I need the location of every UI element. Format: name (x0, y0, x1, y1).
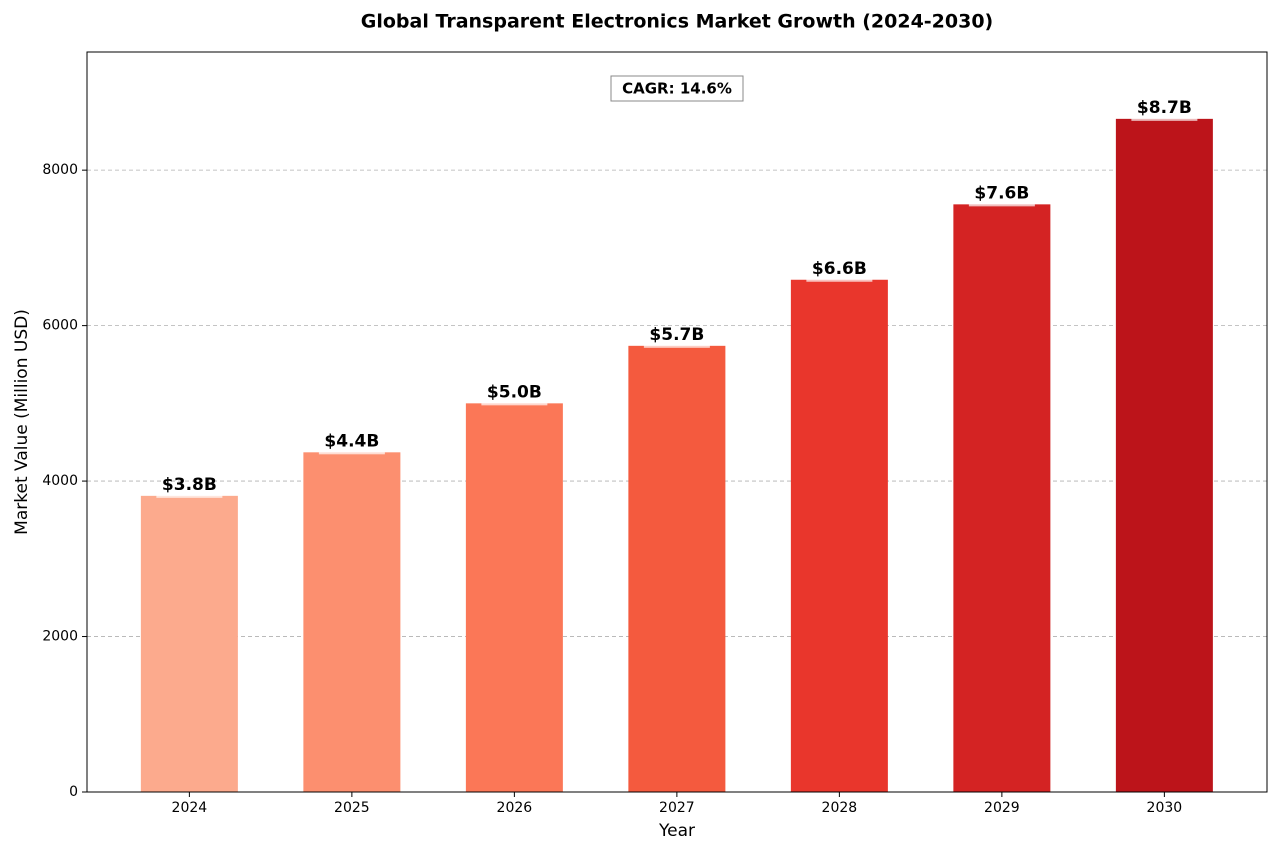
bar (465, 403, 563, 792)
y-tick-label: 6000 (42, 318, 78, 334)
value-label: $6.6B (812, 259, 867, 279)
x-tick-label: 2028 (822, 800, 858, 816)
y-tick-label: 8000 (42, 162, 78, 178)
value-label: $5.7B (649, 325, 704, 345)
x-tick-label: 2027 (659, 800, 695, 816)
value-label-bg (806, 277, 873, 282)
annotation: CAGR: 14.6% (622, 80, 732, 98)
value-label-bg (1131, 116, 1198, 121)
bar (628, 345, 726, 792)
x-tick-label: 2029 (984, 800, 1020, 816)
x-tick-label: 2030 (1147, 800, 1183, 816)
chart-title: Global Transparent Electronics Market Gr… (361, 11, 994, 33)
bar (140, 495, 238, 792)
y-axis-label: Market Value (Million USD) (12, 309, 32, 535)
value-label-bg (968, 202, 1035, 207)
y-tick-label: 0 (69, 784, 78, 800)
plot-frame (86, 51, 1268, 793)
bar (1115, 118, 1213, 792)
x-tick-label: 2024 (172, 800, 208, 816)
value-label-bg (643, 343, 710, 348)
y-tick-label: 2000 (42, 629, 78, 645)
value-label-bg (156, 493, 223, 498)
y-tick-label: 4000 (42, 473, 78, 489)
bar (953, 204, 1051, 793)
value-label: $7.6B (974, 183, 1029, 203)
x-tick-label: 2025 (334, 800, 370, 816)
bar (790, 279, 888, 793)
value-label: $4.4B (324, 431, 379, 451)
value-label: $3.8B (162, 475, 217, 495)
value-label-bg (481, 401, 548, 406)
value-label-bg (318, 450, 385, 455)
value-label: $8.7B (1137, 98, 1192, 118)
value-label: $5.0B (487, 382, 542, 402)
bar (303, 452, 401, 792)
x-tick-label: 2026 (497, 800, 533, 816)
annotation-box (610, 75, 744, 102)
x-axis-label: Year (658, 821, 695, 841)
